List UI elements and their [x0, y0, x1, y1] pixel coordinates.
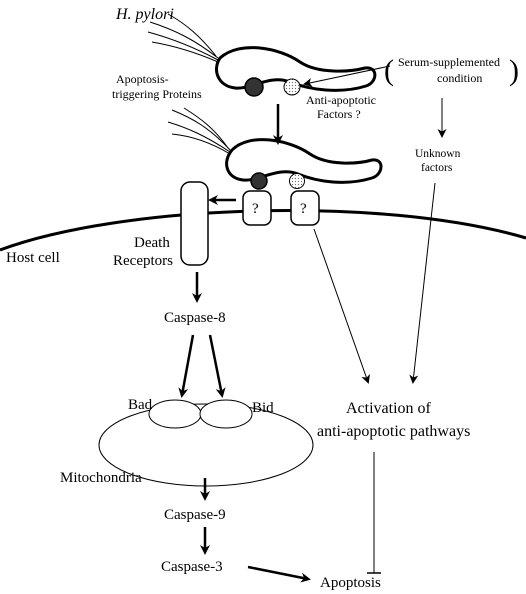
host-cell-label: Host cell: [6, 250, 60, 266]
mitochondria-label: Mitochondria: [60, 470, 142, 486]
arrow-receptor-to-activation: [313, 228, 370, 384]
receptor-q-left: ?: [252, 201, 259, 217]
bid-label: Bid: [252, 400, 274, 416]
serum-label-2: condition: [437, 71, 482, 85]
activation-label-2: anti-apoptotic pathways: [317, 423, 470, 440]
serum-paren-close-text: ): [509, 54, 519, 87]
caspase8-label: Caspase-8: [164, 310, 226, 326]
serum-label-1: Serum-supplemented: [398, 55, 500, 69]
bacterium-attached: [167, 107, 383, 190]
death-receptors-label-2: Receptors: [113, 253, 173, 269]
bacterium-top: [147, 13, 377, 97]
caspase3-label: Caspase-3: [161, 559, 223, 575]
arrow-caspase8-to-bid: [208, 334, 226, 398]
death-receptor: [180, 181, 209, 266]
apoptosis-protein-attached: [250, 172, 268, 190]
receptor-left: [242, 190, 272, 226]
anti-apoptotic-protein-top: [283, 78, 301, 96]
apoptosis-triggering-label-1: Apoptosis-: [116, 72, 169, 86]
apoptosis-protein-top: [244, 77, 264, 97]
bad-protein: [148, 399, 202, 429]
arrow-serum-to-factors: [303, 65, 391, 87]
arrow-caspase8-to-bad: [178, 334, 195, 398]
receptor-q-right: ?: [300, 201, 307, 217]
flagella-top: [147, 13, 219, 63]
anti-apoptotic-protein-attached: [289, 173, 305, 189]
bad-label: Bad: [128, 397, 153, 413]
death-receptors-label-1: Death: [134, 235, 170, 251]
flagella-attached: [167, 107, 231, 155]
serum-paren-open: (: [384, 54, 394, 87]
bacterium-attached-body: [225, 138, 383, 184]
anti-apoptotic-label-1: Anti-apoptotic: [306, 93, 376, 107]
unknown-factors-label-2: factors: [421, 162, 453, 174]
bid-protein: [199, 399, 253, 429]
bacterium-top-body: [215, 46, 377, 92]
activation-label-1: Activation of: [346, 400, 432, 417]
apoptosis-triggering-label-2: triggering Proteins: [112, 87, 202, 101]
arrow-unknown-to-activation: [409, 182, 436, 384]
arrow-caspase3-to-apoptosis: [247, 565, 311, 583]
apoptosis-label: Apoptosis: [320, 575, 381, 591]
anti-apoptotic-label-2: Factors ?: [317, 107, 361, 121]
unknown-factors-label-1: Unknown: [415, 148, 461, 160]
h-pylori-label: H. pylori: [115, 6, 174, 23]
caspase9-label: Caspase-9: [164, 507, 226, 523]
receptor-right: [290, 190, 320, 226]
